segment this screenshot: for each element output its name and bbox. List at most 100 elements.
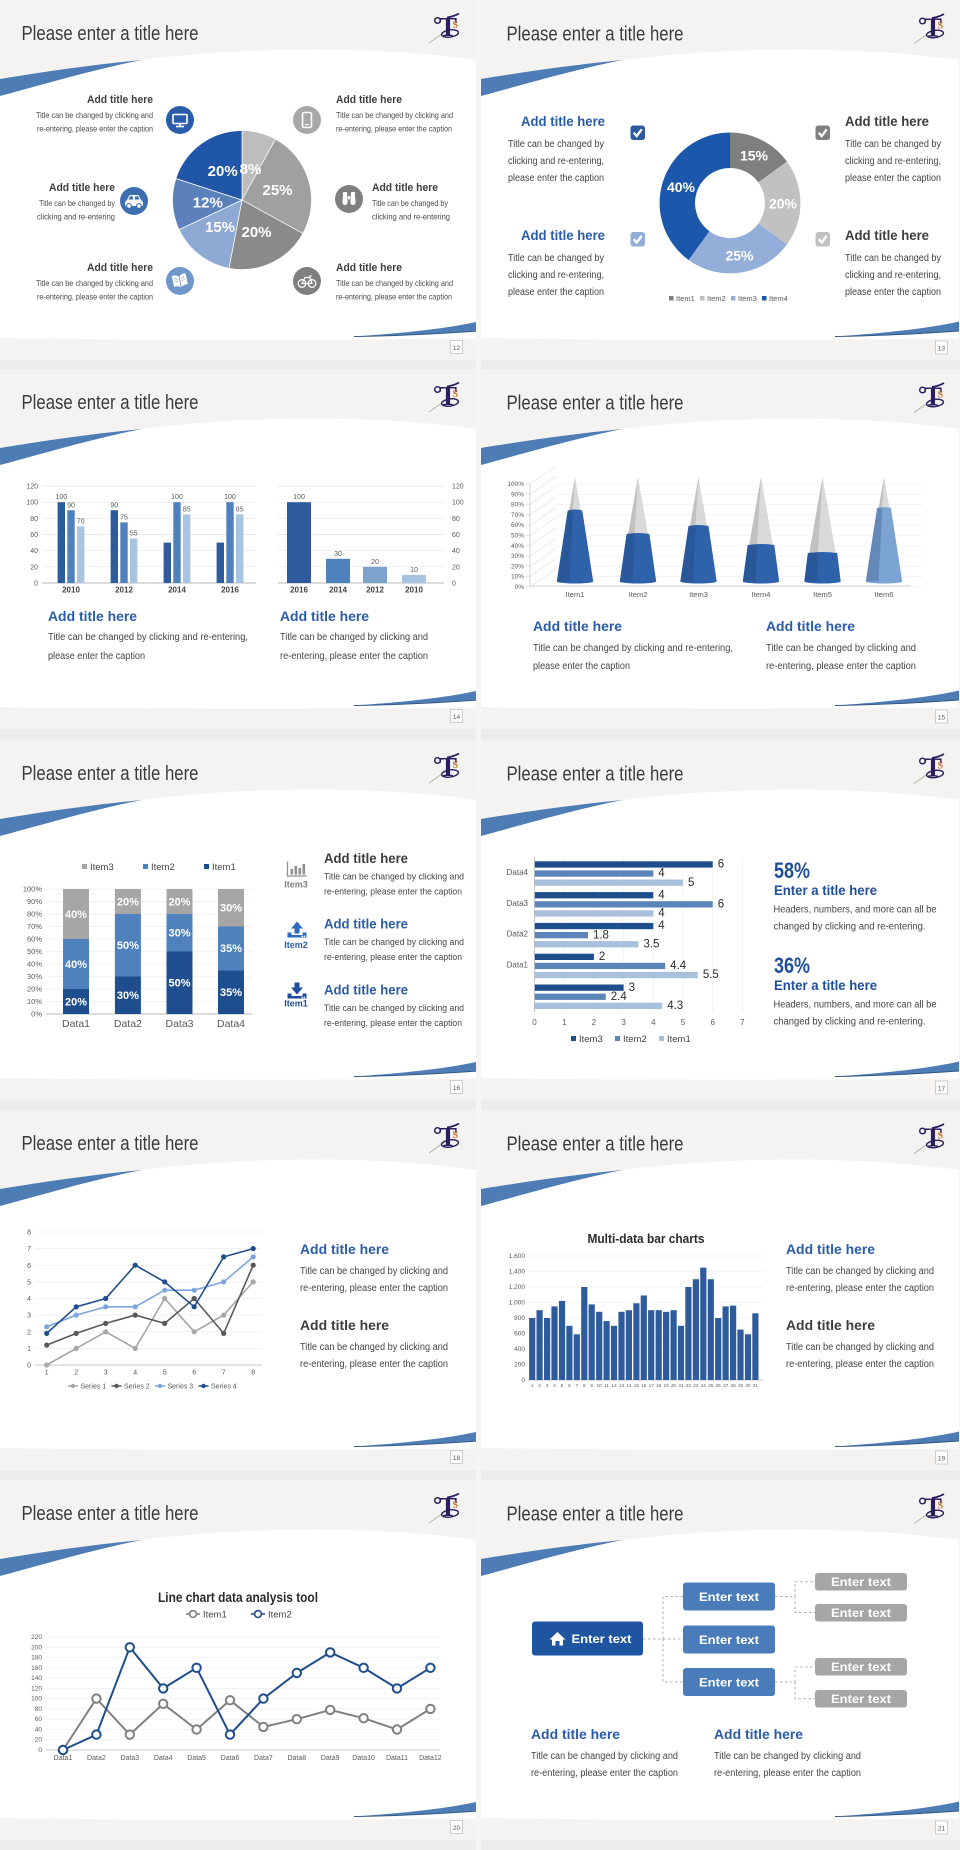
svg-text:40: 40 <box>452 548 460 555</box>
svg-text:3: 3 <box>104 1370 108 1377</box>
svg-text:3: 3 <box>546 1383 549 1388</box>
svg-text:Please enter a title here: Please enter a title here <box>22 23 199 45</box>
svg-text:10%: 10% <box>511 574 524 581</box>
svg-text:2014: 2014 <box>168 586 186 595</box>
svg-text:6: 6 <box>718 859 724 871</box>
svg-text:5: 5 <box>561 1383 564 1388</box>
svg-text:4: 4 <box>133 1370 137 1377</box>
svg-text:Item4: Item4 <box>752 590 771 599</box>
svg-text:220: 220 <box>31 1634 42 1641</box>
svg-text:20%: 20% <box>511 563 524 570</box>
svg-text:Item1: Item1 <box>203 1610 227 1621</box>
svg-text:11: 11 <box>604 1383 609 1388</box>
svg-text:5: 5 <box>27 1279 31 1286</box>
svg-text:2016: 2016 <box>290 586 308 595</box>
svg-text:50%: 50% <box>511 533 524 540</box>
svg-text:1,200: 1,200 <box>509 1284 526 1291</box>
svg-text:100: 100 <box>452 500 464 507</box>
svg-text:S: S <box>938 1131 944 1142</box>
svg-text:Add title here: Add title here <box>324 917 408 932</box>
svg-text:Title can be changed by clicki: Title can be changed by clicking and <box>531 1751 678 1762</box>
svg-text:Data3: Data3 <box>165 1018 193 1030</box>
svg-text:6: 6 <box>568 1383 571 1388</box>
svg-text:S: S <box>938 390 944 401</box>
svg-text:100: 100 <box>171 494 183 501</box>
svg-text:clicking and re-entering,: clicking and re-entering, <box>845 156 941 167</box>
svg-text:Enter text: Enter text <box>699 1675 759 1689</box>
svg-text:4.4: 4.4 <box>670 960 687 972</box>
svg-text:25%: 25% <box>725 248 754 264</box>
svg-text:85: 85 <box>236 506 244 513</box>
svg-text:Enter a title here: Enter a title here <box>774 977 877 993</box>
svg-text:5.5: 5.5 <box>703 969 719 981</box>
svg-text:clicking and re-entering,: clicking and re-entering, <box>508 156 604 167</box>
svg-text:1,600: 1,600 <box>509 1253 526 1260</box>
svg-text:80%: 80% <box>511 502 524 509</box>
svg-text:200: 200 <box>514 1362 525 1369</box>
svg-text:85: 85 <box>183 506 191 513</box>
svg-text:Data9: Data9 <box>321 1755 340 1762</box>
svg-text:Data1: Data1 <box>62 1018 90 1030</box>
svg-text:100%: 100% <box>23 885 43 894</box>
svg-text:Item3: Item3 <box>689 590 708 599</box>
svg-text:please enter the caption: please enter the caption <box>508 287 604 298</box>
svg-text:20%: 20% <box>65 996 87 1008</box>
svg-text:2: 2 <box>599 951 605 963</box>
svg-text:20: 20 <box>30 564 38 571</box>
svg-text:10: 10 <box>597 1383 603 1388</box>
svg-text:14: 14 <box>626 1383 632 1388</box>
svg-text:T: T <box>924 1493 942 1523</box>
svg-text:4: 4 <box>658 868 665 880</box>
svg-text:Add title here: Add title here <box>521 228 605 243</box>
svg-text:12: 12 <box>453 345 461 352</box>
svg-text:30: 30 <box>745 1383 751 1388</box>
svg-text:Add title here: Add title here <box>714 1726 803 1742</box>
svg-text:2: 2 <box>592 1018 597 1027</box>
svg-text:31: 31 <box>753 1383 759 1388</box>
svg-text:T: T <box>924 13 942 43</box>
svg-text:Please enter a title here: Please enter a title here <box>507 1134 684 1156</box>
svg-text:Add title here: Add title here <box>845 114 929 129</box>
svg-text:12%: 12% <box>193 195 223 212</box>
svg-text:120: 120 <box>26 484 38 491</box>
svg-text:Add title here: Add title here <box>766 618 855 634</box>
svg-text:Please enter a title here: Please enter a title here <box>22 1133 199 1155</box>
svg-text:Title can be changed by clicki: Title can be changed by clicking and <box>766 643 916 654</box>
svg-text:Add title here: Add title here <box>324 851 408 866</box>
svg-text:0: 0 <box>27 1363 31 1370</box>
svg-text:7: 7 <box>576 1383 579 1388</box>
svg-text:clicking and re-entering: clicking and re-entering <box>372 212 450 222</box>
svg-text:4: 4 <box>651 1018 656 1027</box>
svg-text:Title can be changed by clicki: Title can be changed by clicking and re-… <box>48 632 248 643</box>
svg-text:re-entering, please enter the: re-entering, please enter the caption <box>300 1359 448 1370</box>
svg-text:15: 15 <box>634 1383 640 1388</box>
svg-text:55: 55 <box>130 531 138 538</box>
svg-text:Data2: Data2 <box>507 930 529 939</box>
svg-text:60%: 60% <box>511 522 524 529</box>
svg-text:22: 22 <box>686 1383 692 1388</box>
svg-text:Series 4: Series 4 <box>211 1384 237 1391</box>
svg-text:20%: 20% <box>769 196 798 212</box>
svg-text:90%: 90% <box>27 897 42 906</box>
svg-text:40: 40 <box>35 1726 43 1733</box>
svg-text:please enter the caption: please enter the caption <box>508 173 604 184</box>
svg-text:re-entering, please enter the: re-entering, please enter the caption <box>336 124 452 134</box>
svg-text:8: 8 <box>27 1230 31 1237</box>
svg-text:Please enter a title here: Please enter a title here <box>507 393 684 415</box>
svg-text:2: 2 <box>74 1370 78 1377</box>
svg-text:T: T <box>439 12 457 42</box>
svg-text:Data2: Data2 <box>87 1755 106 1762</box>
svg-text:Title can be changed by clicki: Title can be changed by clicking and <box>324 937 464 947</box>
svg-text:Title can be changed by: Title can be changed by <box>372 198 449 208</box>
svg-text:Item3: Item3 <box>579 1034 603 1045</box>
svg-text:4: 4 <box>553 1383 556 1388</box>
svg-text:re-entering, please enter the: re-entering, please enter the caption <box>300 1283 448 1294</box>
svg-text:40%: 40% <box>667 179 696 195</box>
svg-text:Data6: Data6 <box>221 1755 240 1762</box>
svg-text:Enter text: Enter text <box>831 1577 891 1589</box>
svg-text:Title can be changed by clicki: Title can be changed by clicking and <box>324 872 464 882</box>
svg-text:re-entering, please enter the: re-entering, please enter the caption <box>766 661 916 672</box>
svg-text:Title can be changed by: Title can be changed by <box>508 253 604 264</box>
svg-text:16: 16 <box>641 1383 647 1388</box>
svg-text:Title can be changed by: Title can be changed by <box>39 198 116 208</box>
